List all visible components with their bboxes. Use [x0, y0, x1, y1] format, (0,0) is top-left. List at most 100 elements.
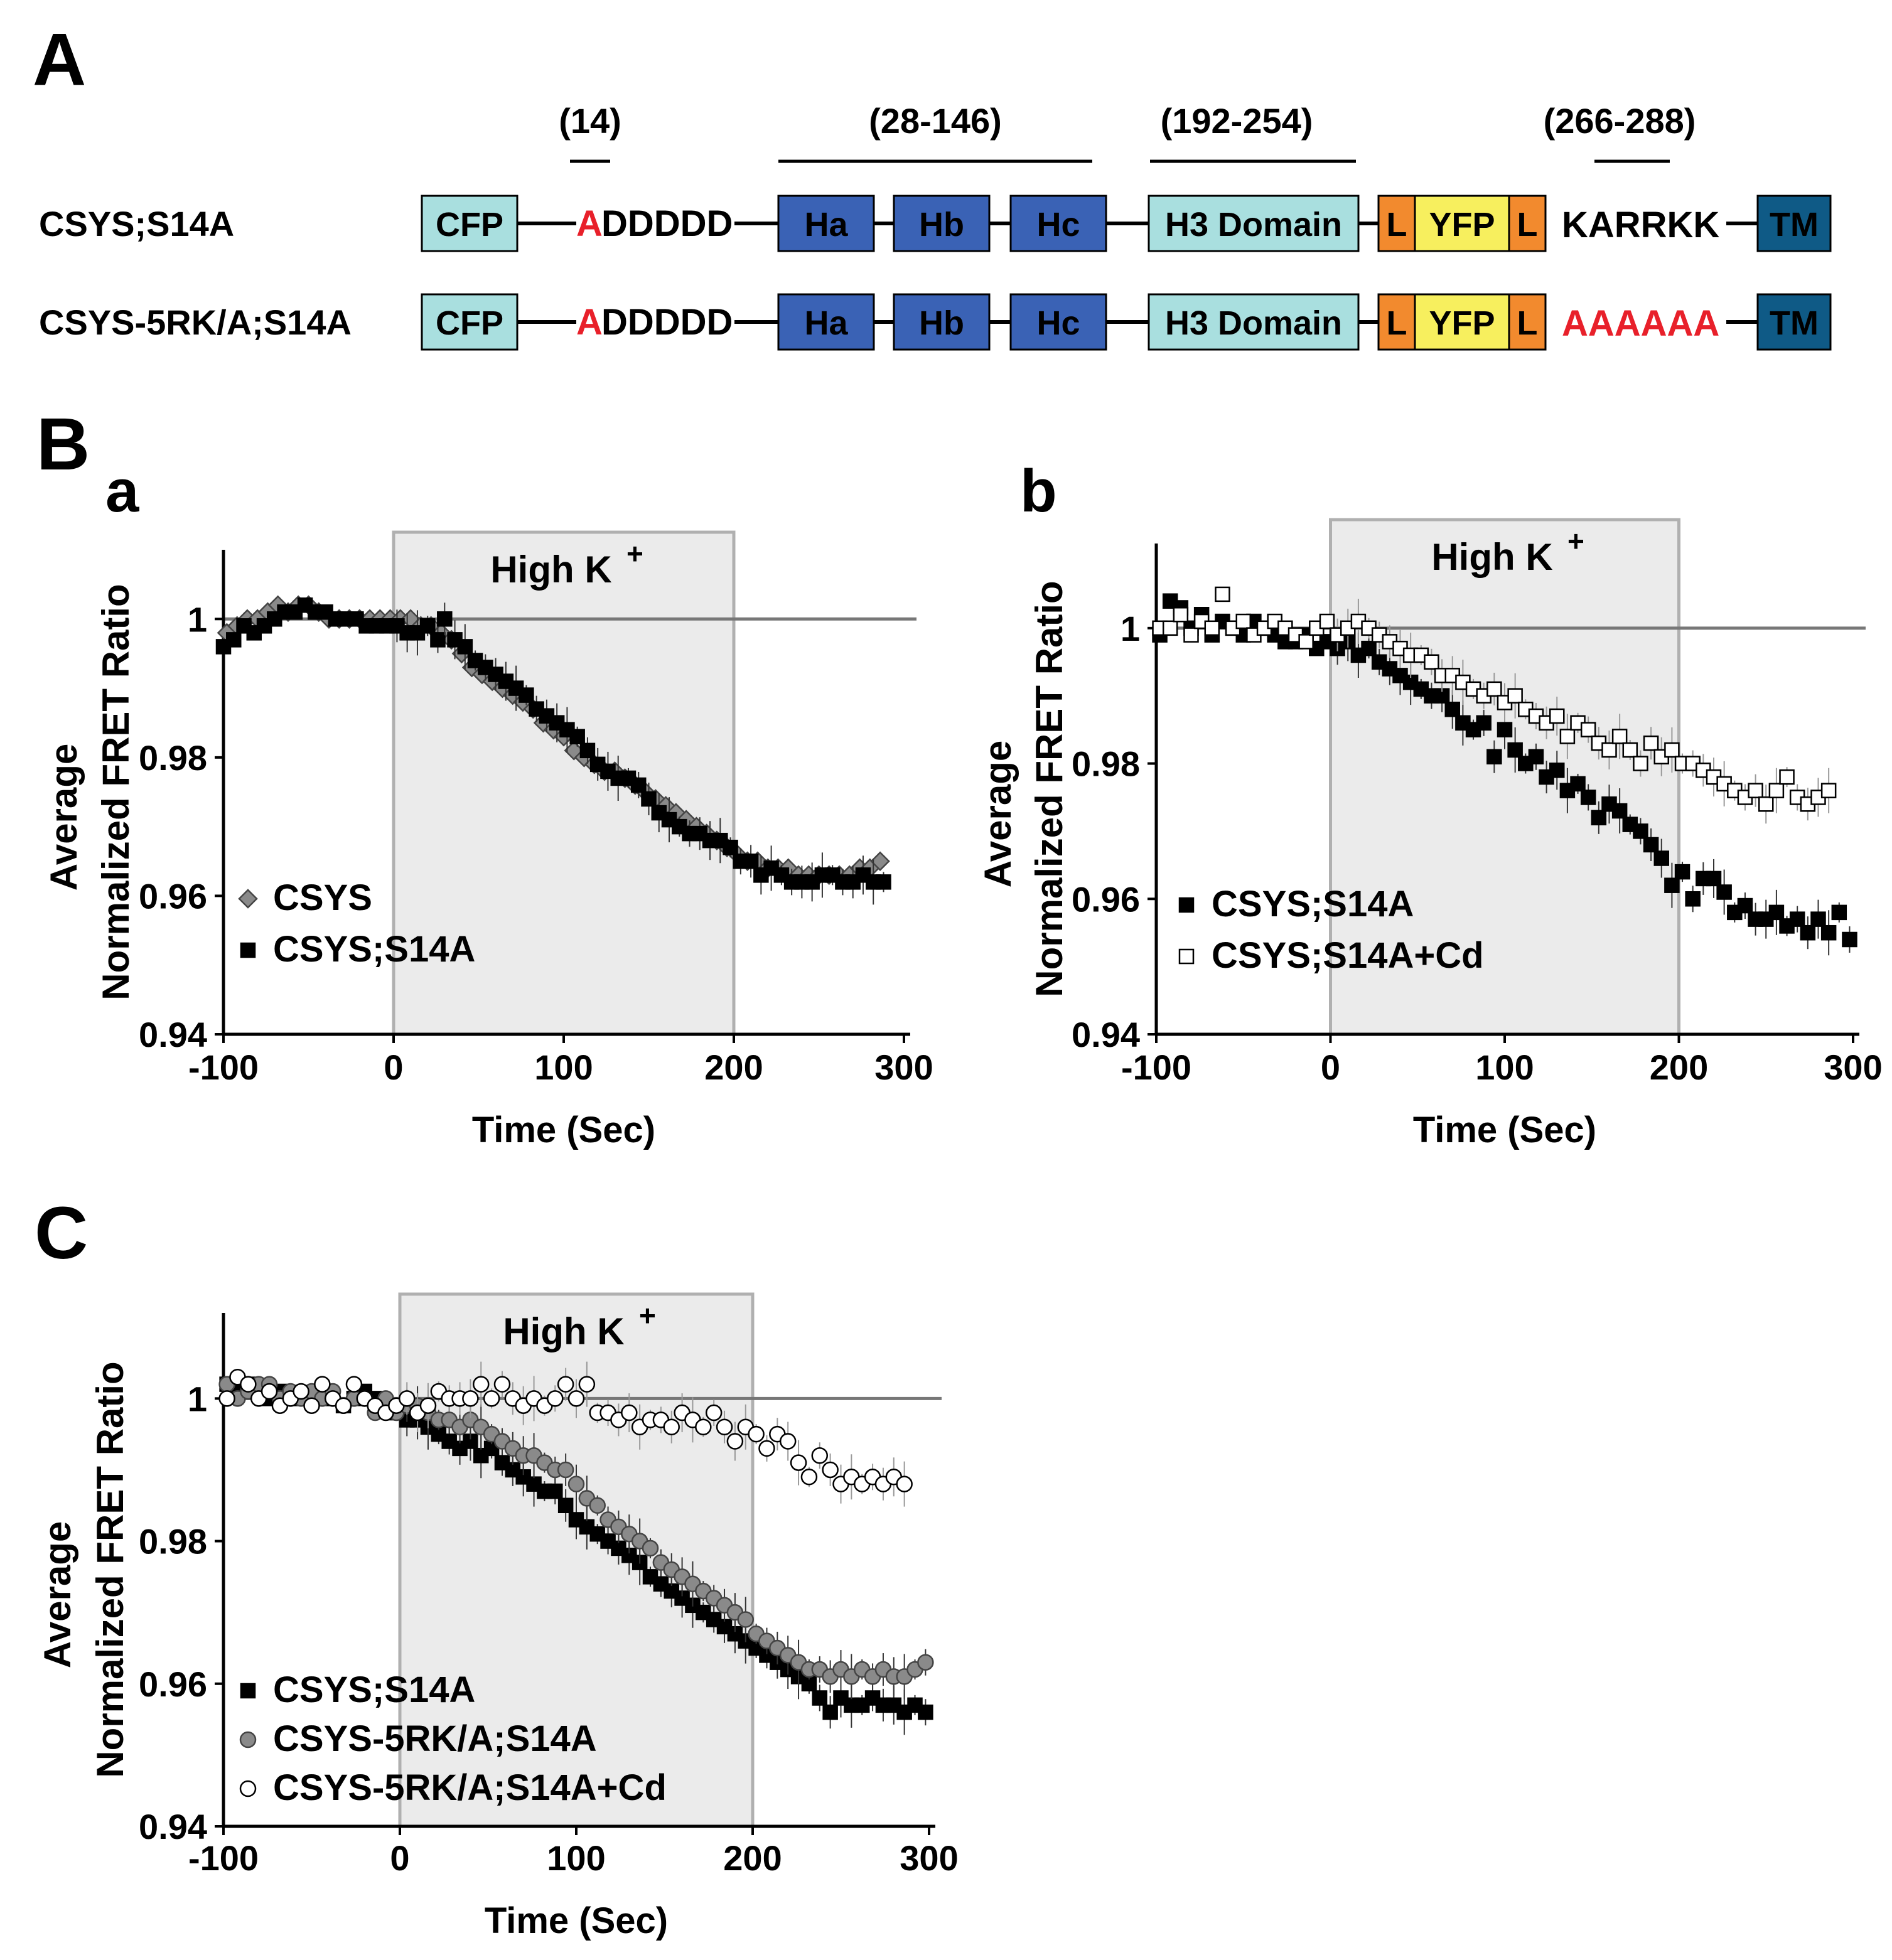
basic-tail: KARRKK — [1562, 205, 1719, 245]
data-point — [1162, 620, 1178, 636]
x-tick-label: 300 — [874, 1047, 933, 1087]
cfp-domain-box — [421, 195, 519, 252]
acidic-stretch: DDDDD — [601, 203, 733, 244]
chart-panel-C: High K + -100 0 100 200 300 0.94 0.96 0.98 1 Time (… — [36, 1292, 959, 1941]
data-point — [314, 1376, 331, 1393]
data-point — [1674, 864, 1690, 880]
x-tick-label: 100 — [534, 1047, 593, 1087]
data-point — [630, 777, 647, 793]
legend-label: CSYS;S14A — [273, 1669, 475, 1710]
helix-hb-domain-label: Hb — [919, 304, 964, 342]
yfp-domain-label: YFP — [1429, 206, 1495, 244]
data-point — [430, 632, 446, 648]
data-point — [779, 1433, 797, 1450]
series-csys-5rk-a-s14a — [218, 1376, 934, 1700]
data-point — [557, 1461, 574, 1479]
data-point — [822, 1704, 838, 1720]
data-point — [758, 1440, 775, 1457]
data-point — [457, 639, 473, 655]
data-point — [303, 1397, 320, 1414]
construct-name: CSYS-5RK/A;S14A — [39, 303, 352, 342]
mutation-site: A — [576, 302, 603, 343]
data-point — [473, 1376, 490, 1393]
yfp-domain-label: YFP — [1429, 304, 1495, 342]
data-point — [218, 1390, 235, 1407]
x-tick-label: 0 — [1321, 1047, 1340, 1087]
data-point — [1716, 884, 1732, 900]
data-point — [569, 729, 585, 745]
series-csys-s14a-cd — [1152, 586, 1837, 824]
data-point — [1215, 586, 1230, 602]
data-point — [1580, 790, 1596, 805]
data-point — [1591, 810, 1607, 826]
data-point — [1611, 729, 1628, 744]
y-tick-label: 0.94 — [139, 1015, 207, 1054]
data-point — [519, 687, 534, 703]
y-tick-label: 0.98 — [139, 1522, 207, 1561]
data-point — [1559, 729, 1576, 744]
x-tick-label: 300 — [900, 1838, 958, 1878]
data-point — [1549, 708, 1565, 724]
panel-label-A: A — [33, 18, 86, 101]
helix-ha-domain-label: Ha — [804, 206, 848, 244]
data-point — [1820, 924, 1837, 941]
data-point — [663, 1418, 680, 1436]
tm-domain-label: TM — [1770, 304, 1819, 342]
data-point — [1580, 722, 1596, 737]
tm-domain-box — [1756, 195, 1832, 252]
data-point — [419, 618, 436, 634]
y-axis-title-line2: Normalized FRET Ratio — [95, 584, 137, 1000]
stimulus-shade — [1329, 518, 1680, 1036]
helix-hb-domain-label: Hb — [919, 206, 964, 244]
construct-diagram: (14) (28-146) (192-254) (266-288) CSYS;S… — [39, 101, 1832, 351]
h3-domain-label: H3 Domain — [1165, 206, 1342, 244]
legend-marker — [238, 889, 258, 909]
data-point — [293, 1383, 309, 1400]
series-csys-5rk-a-s14a-cd — [218, 1361, 913, 1507]
legend-marker — [240, 942, 256, 958]
data-point — [716, 1418, 733, 1436]
data-point — [743, 854, 759, 869]
y-axis-title-line1: Average — [36, 1521, 78, 1669]
data-point — [1643, 837, 1659, 853]
data-point — [1768, 904, 1785, 921]
cfp-domain-label: CFP — [436, 304, 503, 342]
data-point — [896, 1475, 913, 1492]
x-axis-title: Time (Sec) — [485, 1900, 668, 1941]
data-point — [800, 1469, 818, 1486]
legend-label: CSYS;S14A — [273, 929, 475, 970]
data-point — [1800, 924, 1816, 941]
legend-marker — [1178, 897, 1195, 913]
data-point — [1758, 796, 1774, 812]
data-point — [870, 851, 890, 872]
y-tick-label: 0.98 — [1072, 744, 1140, 784]
stimulus-label: High K — [503, 1310, 624, 1352]
data-point — [1183, 627, 1199, 643]
x-tick-label: 200 — [1650, 1047, 1708, 1087]
range-label-192-254: (192-254) — [1161, 101, 1313, 141]
data-point — [567, 1390, 585, 1407]
tm-domain-label: TM — [1770, 206, 1819, 244]
stimulus-label: High K — [1431, 536, 1552, 578]
data-point — [1424, 654, 1439, 670]
x-tick-label: 0 — [384, 1047, 403, 1087]
panel-label-Ba: a — [105, 458, 139, 525]
data-point — [398, 1390, 416, 1407]
legend-marker — [240, 1683, 256, 1699]
x-tick-label: 100 — [547, 1838, 605, 1878]
basic-tail: AAAAAA — [1562, 303, 1719, 344]
h3-domain-box — [1148, 293, 1360, 351]
legend-label: CSYS-5RK/A;S14A — [273, 1718, 597, 1759]
linker-left-label: L — [1387, 304, 1407, 342]
x-tick-label: -100 — [188, 1047, 259, 1087]
y-tick-label: 1 — [188, 1379, 207, 1418]
data-point — [1685, 891, 1701, 907]
data-point — [1831, 904, 1847, 921]
data-point — [1633, 823, 1648, 839]
data-point — [811, 1447, 829, 1464]
data-point — [493, 1376, 511, 1393]
yfp-domain-box — [1414, 293, 1510, 351]
data-point — [547, 1483, 563, 1499]
linker-left-box — [1377, 293, 1416, 351]
data-point — [261, 1383, 278, 1400]
